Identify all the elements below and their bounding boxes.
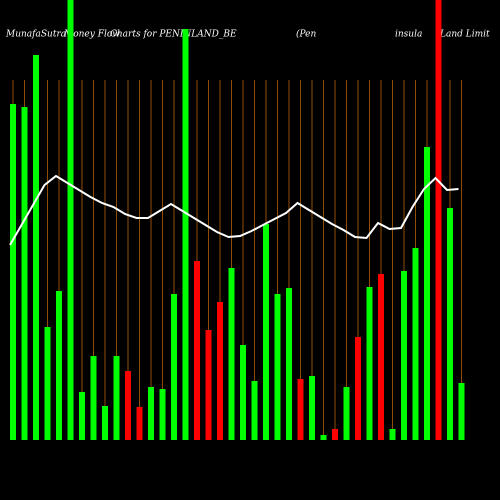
chart-title: Charts for PENINLAND_BE — [110, 30, 237, 40]
chart-title: MunafaSutra — [5, 30, 66, 40]
bar — [159, 389, 166, 440]
bar — [320, 435, 327, 440]
bar — [113, 356, 120, 440]
bar — [286, 288, 292, 440]
line — [9, 174, 459, 246]
bar — [355, 337, 361, 440]
bar — [412, 248, 419, 440]
bar — [90, 356, 97, 440]
bar — [401, 271, 407, 440]
bar — [435, 0, 442, 440]
bar — [56, 291, 62, 440]
chart-title: insula — [395, 30, 422, 40]
bar — [343, 387, 350, 440]
bar — [251, 381, 258, 440]
bar — [458, 383, 465, 440]
bar — [389, 429, 396, 440]
bar — [182, 29, 189, 440]
bar — [102, 406, 108, 440]
bar — [447, 208, 453, 440]
chart-title: Money Flow — [63, 30, 120, 40]
bar — [21, 107, 28, 440]
bar — [33, 55, 39, 440]
bar — [171, 294, 177, 440]
bar — [217, 302, 223, 440]
bar — [240, 345, 246, 440]
bar — [332, 429, 338, 440]
chart-title: Land Limit — [439, 30, 490, 40]
bar — [424, 147, 430, 440]
bar — [194, 261, 200, 440]
bar — [366, 287, 373, 440]
bar — [44, 327, 51, 440]
bar — [297, 379, 304, 440]
bar — [136, 407, 143, 440]
bar — [228, 268, 235, 440]
chart-title: (Pen — [296, 29, 316, 40]
bar — [205, 330, 212, 440]
bar — [10, 104, 16, 440]
bar — [67, 0, 74, 440]
bar — [79, 392, 85, 440]
bar — [263, 224, 269, 440]
bar — [125, 371, 131, 440]
bar — [309, 376, 315, 440]
bar — [274, 294, 281, 440]
bar — [148, 387, 154, 440]
bar — [378, 274, 384, 440]
